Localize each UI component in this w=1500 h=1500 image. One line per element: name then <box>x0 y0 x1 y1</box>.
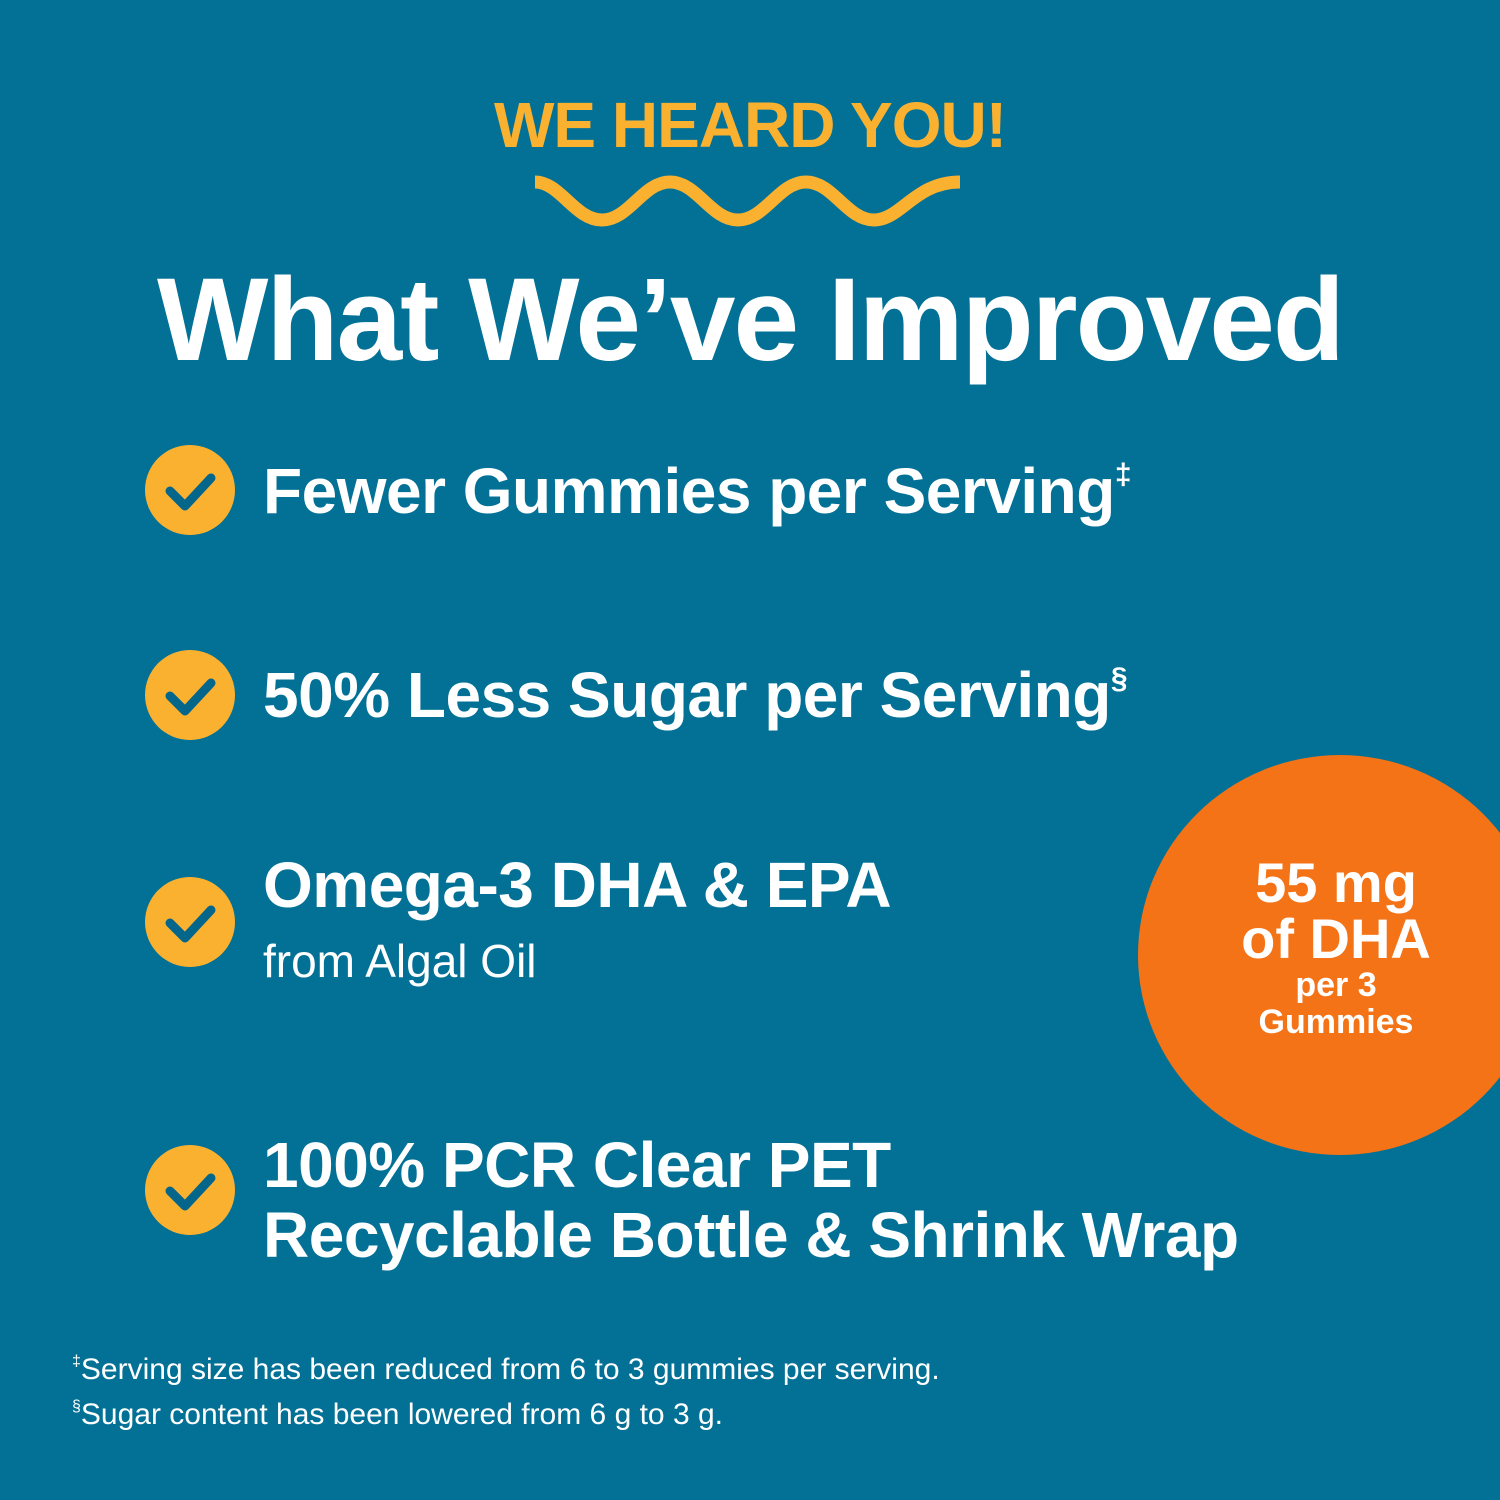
feature-title: 100% PCR Clear PET <box>263 1129 891 1201</box>
check-circle-icon <box>145 445 235 535</box>
footnote-mark: ‡ <box>72 1353 81 1370</box>
badge-per: per 3 <box>1295 966 1377 1004</box>
badge-nutrient: of DHA <box>1241 907 1431 970</box>
feature-item: 50% Less Sugar per Serving§ <box>263 659 1128 731</box>
footnote: §Sugar content has been lowered from 6 g… <box>72 1398 723 1432</box>
check-circle-icon <box>145 1145 235 1235</box>
check-circle-icon <box>145 650 235 740</box>
wave-decoration-icon <box>534 175 961 227</box>
feature-title: Omega-3 DHA & EPA <box>263 849 892 921</box>
feature-item: Fewer Gummies per Serving‡ <box>263 455 1132 527</box>
kicker-heading: WE HEARD YOU! <box>493 89 1007 161</box>
dha-badge: 55 mg of DHA per 3 Gummies <box>1138 755 1500 1155</box>
footnote-mark: ‡ <box>1114 458 1132 491</box>
footnote-mark: § <box>72 1398 81 1415</box>
page-title: What We’ve Improved <box>157 254 1345 386</box>
check-circle-icon <box>145 877 235 967</box>
badge-unit: Gummies <box>1258 1003 1414 1042</box>
feature-title: Fewer Gummies per Serving <box>263 455 1115 527</box>
footnote-mark: § <box>1110 662 1128 695</box>
footnote: ‡Serving size has been reduced from 6 to… <box>72 1353 940 1387</box>
feature-title-line2: Recyclable Bottle & Shrink Wrap <box>263 1199 1239 1271</box>
feature-title: 50% Less Sugar per Serving <box>263 659 1111 731</box>
footnote-text: Sugar content has been lowered from 6 g … <box>80 1398 723 1431</box>
feature-subtitle: from Algal Oil <box>263 935 537 987</box>
footnote-text: Serving size has been reduced from 6 to … <box>80 1353 940 1386</box>
badge-amount: 55 mg <box>1255 851 1417 914</box>
